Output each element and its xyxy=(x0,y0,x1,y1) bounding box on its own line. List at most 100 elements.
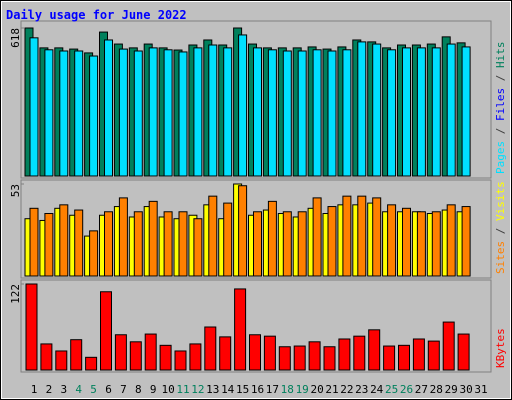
x-tick-label: 2 xyxy=(46,383,53,396)
x-tick-label: 10 xyxy=(161,383,174,396)
legend-separator: / xyxy=(494,121,507,141)
bar xyxy=(282,211,292,277)
bar xyxy=(383,345,396,371)
bar xyxy=(263,335,276,371)
bar xyxy=(234,288,247,371)
x-tick-label: 7 xyxy=(120,383,127,396)
x-tick-label: 25 xyxy=(385,383,398,396)
y-tick-label: 618 xyxy=(9,28,22,48)
bar xyxy=(223,202,233,277)
bar xyxy=(40,343,53,371)
legend: KBytes xyxy=(494,328,507,368)
bar xyxy=(387,204,397,277)
bar xyxy=(219,336,232,371)
bar xyxy=(100,291,112,371)
bar xyxy=(74,50,84,177)
bar xyxy=(114,334,127,371)
legend-separator: / xyxy=(494,68,507,88)
legend-entry: Sites xyxy=(494,241,507,274)
bar xyxy=(342,195,352,277)
bar xyxy=(416,47,426,177)
bar xyxy=(446,43,456,177)
x-tick-label: 8 xyxy=(135,383,142,396)
bar xyxy=(25,283,38,371)
bar xyxy=(327,50,337,177)
bar xyxy=(282,50,292,177)
bar xyxy=(402,47,411,177)
bar xyxy=(312,49,322,177)
bar xyxy=(446,204,456,277)
bar xyxy=(297,50,307,177)
y-tick-label: 53 xyxy=(9,184,22,197)
bar xyxy=(267,200,277,277)
bar xyxy=(59,204,69,277)
bar xyxy=(178,211,188,277)
bar xyxy=(89,55,99,177)
bar xyxy=(174,350,187,371)
bar xyxy=(253,47,262,177)
bar xyxy=(412,338,425,371)
bar xyxy=(357,195,367,277)
bar xyxy=(223,47,233,177)
x-tick-label: 27 xyxy=(415,383,428,396)
bar xyxy=(144,333,157,371)
bar xyxy=(70,339,83,371)
bar xyxy=(398,344,410,371)
bar xyxy=(308,341,321,371)
x-tick-label: 29 xyxy=(445,383,458,396)
bar xyxy=(249,334,261,371)
bar xyxy=(278,346,291,371)
bar xyxy=(74,209,84,277)
x-tick-label: 3 xyxy=(60,383,67,396)
bar xyxy=(253,211,262,277)
x-tick-label: 31 xyxy=(474,383,487,396)
bar xyxy=(85,356,98,371)
legend-entry: Hits xyxy=(494,42,507,69)
bar xyxy=(159,344,172,371)
y-tick-label: 122 xyxy=(9,284,22,304)
bar xyxy=(208,44,218,177)
bar xyxy=(323,346,336,371)
bar xyxy=(312,197,322,277)
bar xyxy=(59,50,69,177)
bar xyxy=(461,46,471,177)
x-tick-label: 12 xyxy=(191,383,204,396)
legend-entry: Pages xyxy=(494,141,507,174)
bar xyxy=(133,211,143,277)
bar xyxy=(104,39,113,177)
bar xyxy=(189,343,202,371)
bar xyxy=(89,230,99,277)
bar xyxy=(357,41,367,177)
x-tick-label: 19 xyxy=(296,383,309,396)
bar xyxy=(193,218,203,277)
x-tick-label: 1 xyxy=(31,383,38,396)
bar xyxy=(327,206,337,277)
bar xyxy=(461,206,471,277)
bar xyxy=(133,50,143,177)
x-tick-label: 26 xyxy=(400,383,413,396)
bar xyxy=(372,197,382,277)
bar xyxy=(342,49,352,177)
bar xyxy=(204,326,217,371)
bar xyxy=(442,321,455,371)
bar xyxy=(238,185,248,277)
legend-entry: KBytes xyxy=(494,328,507,368)
bar xyxy=(29,207,39,277)
x-tick-label: 21 xyxy=(325,383,338,396)
bar xyxy=(208,195,218,277)
x-tick-label: 18 xyxy=(281,383,294,396)
legend-separator: / xyxy=(494,221,507,241)
bar xyxy=(55,350,68,371)
bar xyxy=(368,329,381,371)
bar xyxy=(163,211,173,277)
bar xyxy=(118,197,128,277)
x-tick-label: 14 xyxy=(221,383,235,396)
chart-title: Daily usage for June 2022 xyxy=(6,8,187,22)
bar xyxy=(416,211,426,277)
bar xyxy=(193,47,203,177)
bar xyxy=(431,211,441,277)
x-tick-label: 24 xyxy=(370,383,384,396)
x-tick-label: 30 xyxy=(459,383,472,396)
legend: Pages / Files / Hits xyxy=(494,42,507,175)
